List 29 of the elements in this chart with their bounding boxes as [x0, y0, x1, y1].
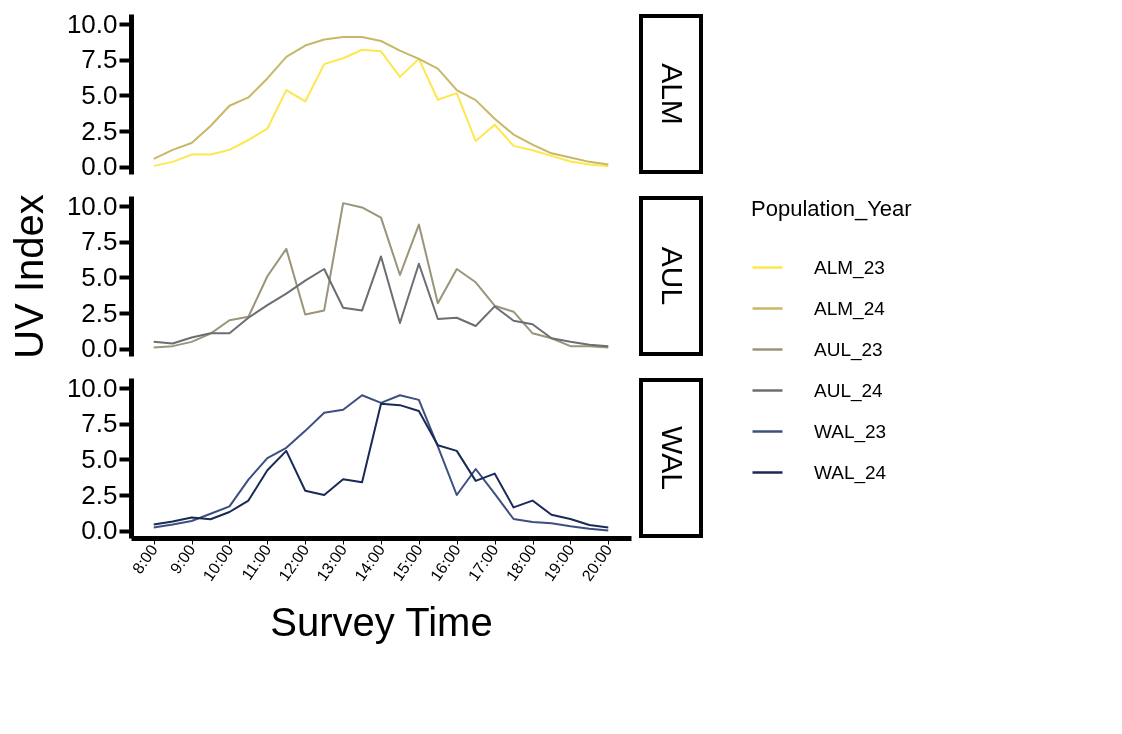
line-series	[152, 255, 610, 348]
legend-label: WAL_24	[814, 461, 887, 484]
y-tick-label: 5.0	[81, 79, 118, 110]
y-tick-label: 2.5	[81, 479, 118, 510]
y-tick-label: 7.5	[81, 408, 118, 439]
y-tick-label: 0.0	[81, 333, 118, 364]
y-tick-label: 0.0	[81, 515, 118, 546]
text: AUL	[656, 246, 689, 306]
y-tick-label: 7.5	[81, 44, 118, 75]
legend-label: ALM_24	[814, 297, 886, 320]
text: WAL	[656, 426, 689, 490]
line-series	[152, 202, 610, 349]
y-tick-label: 10.0	[66, 372, 118, 403]
y-tick-label: 5.0	[81, 443, 118, 474]
legend-label: AUL_24	[814, 379, 884, 402]
y-tick-label: 5.0	[81, 261, 118, 292]
y-tick-label: 2.5	[81, 297, 118, 328]
x-axis-title: Survey Time	[270, 599, 493, 644]
text: ALM	[656, 63, 689, 125]
y-tick-label: 0.0	[81, 151, 118, 182]
legend-label: AUL_23	[814, 338, 883, 361]
y-tick-label: 2.5	[81, 115, 118, 146]
y-tick-label: 7.5	[81, 226, 118, 257]
y-axis-title: UV Index	[6, 194, 51, 359]
y-tick-label: 10.0	[66, 8, 118, 39]
legend-label: WAL_23	[814, 420, 887, 443]
legend-title: Population_Year	[751, 196, 912, 221]
y-tick-label: 10.0	[66, 190, 118, 221]
legend-label: ALM_23	[814, 256, 885, 279]
